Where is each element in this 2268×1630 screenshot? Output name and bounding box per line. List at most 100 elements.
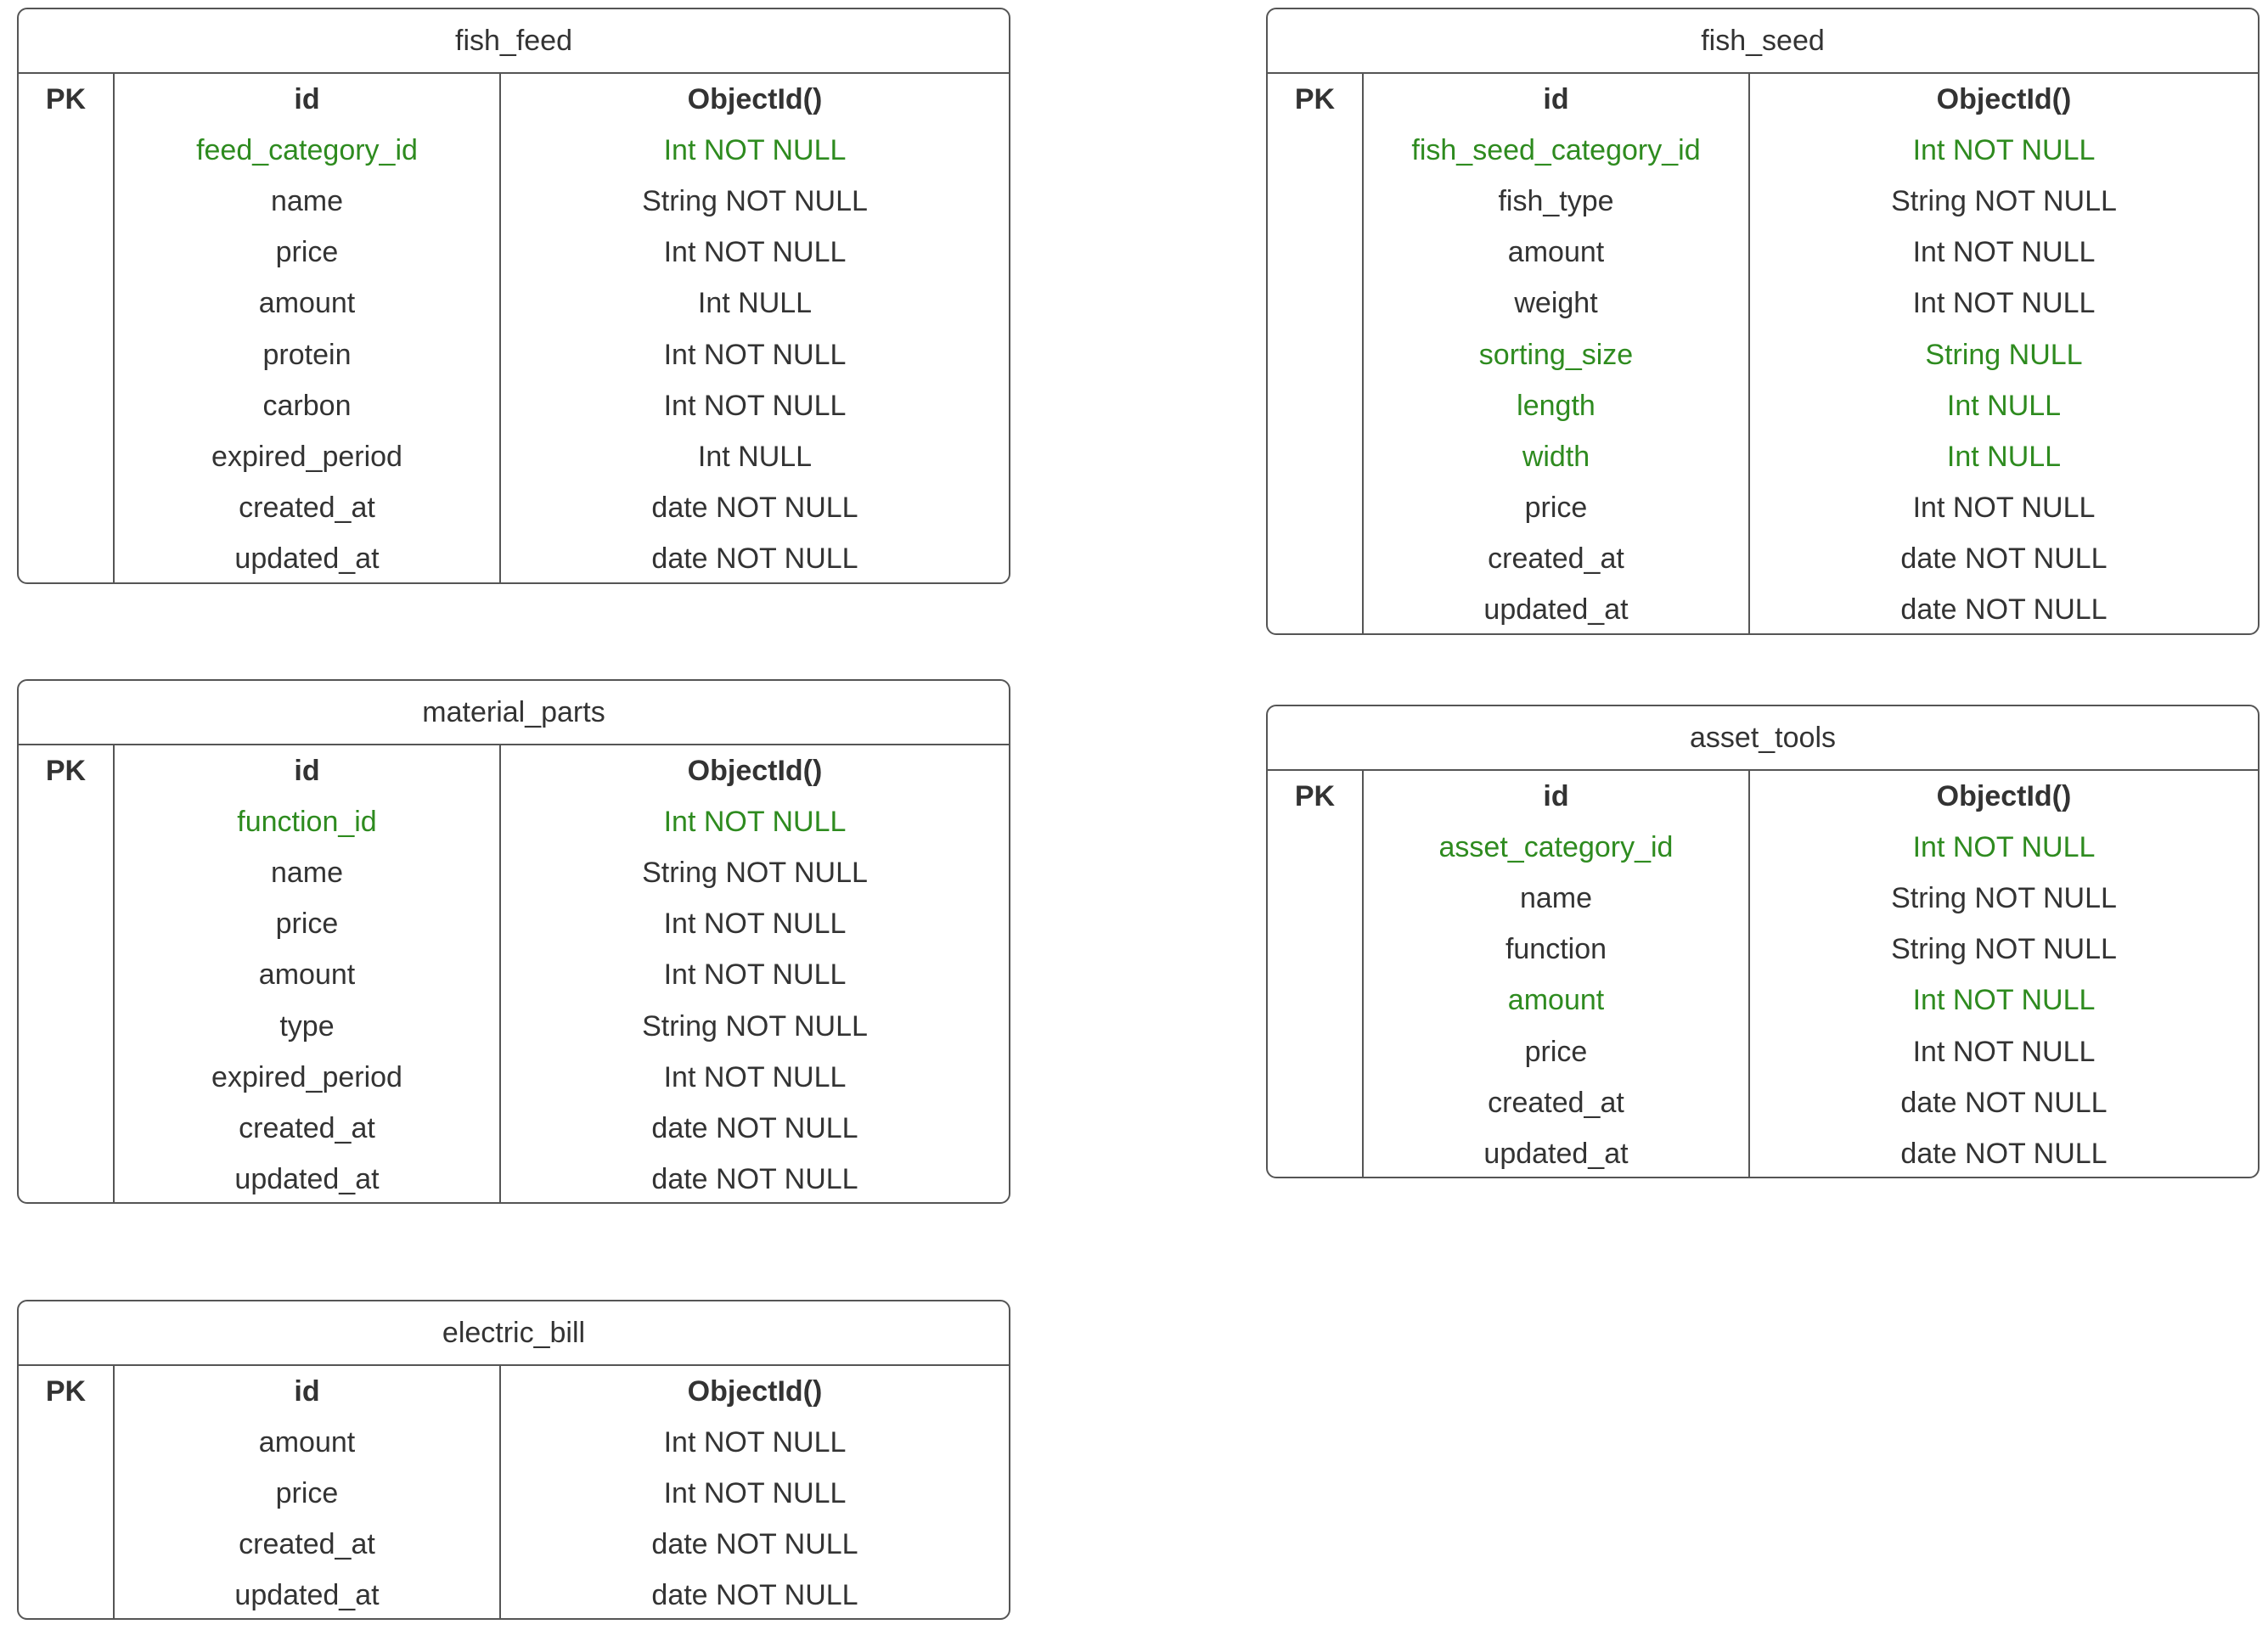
- field-type: ObjectId(): [687, 754, 823, 787]
- field-type: Int NOT NULL: [1912, 1035, 2096, 1068]
- field-name: amount: [1507, 984, 1605, 1017]
- field-name: updated_at: [234, 1579, 380, 1612]
- pk-empty-cell: [1268, 380, 1362, 431]
- field-name-column: id feed_category_id name price amount protein…: [115, 74, 501, 582]
- field-type: Int NOT NULL: [663, 908, 847, 941]
- field-name: updated_at: [234, 542, 380, 576]
- pk-empty-cell: [19, 1468, 113, 1519]
- field-type-column: ObjectId() Int NOT NULL Int NOT NULL date N…: [501, 1366, 1009, 1618]
- field-name: feed_category_id: [196, 133, 418, 166]
- pk-empty-cell: [1268, 873, 1362, 924]
- pk-empty-cell: [1268, 431, 1362, 482]
- pk-empty-cell: [1268, 585, 1362, 633]
- field-type: String NOT NULL: [1891, 881, 2117, 914]
- pk-empty-cell: [1268, 822, 1362, 873]
- pk-column: PK: [19, 745, 115, 1203]
- field-name: updated_at: [1483, 593, 1629, 627]
- pk-column: PK: [1268, 74, 1364, 633]
- pk-empty-cell: [1268, 125, 1362, 176]
- field-type: String NULL: [1925, 338, 2083, 371]
- entity-electric-bill[interactable]: electric_bill PK id amount price created_at…: [17, 1300, 1010, 1620]
- field-type: Int NOT NULL: [663, 236, 847, 269]
- pk-empty-cell: [19, 228, 113, 278]
- field-name: length: [1517, 389, 1595, 422]
- entity-title: fish_seed: [1268, 9, 2258, 74]
- pk-empty-cell: [19, 899, 113, 950]
- field-name: created_at: [239, 492, 375, 525]
- field-name: amount: [258, 1425, 356, 1459]
- field-name: expired_period: [211, 1060, 402, 1093]
- field-name: price: [275, 908, 339, 941]
- field-name: carbon: [262, 389, 352, 422]
- pk-column: PK: [19, 1366, 115, 1618]
- entity-asset-tools[interactable]: asset_tools PK id asset_category_id name fu…: [1266, 705, 2260, 1178]
- field-name: amount: [258, 958, 356, 992]
- field-type: Int NOT NULL: [1912, 492, 2096, 525]
- field-name: id: [294, 82, 320, 115]
- field-name: updated_at: [1483, 1137, 1629, 1170]
- pk-empty-cell: [1268, 925, 1362, 975]
- entity-fish-seed[interactable]: fish_seed PK id fish_seed_category_id fish…: [1266, 8, 2260, 635]
- pk-empty-cell: [1268, 176, 1362, 227]
- field-name: sorting_size: [1478, 338, 1634, 371]
- field-type: Int NOT NULL: [663, 958, 847, 992]
- field-type: date NOT NULL: [651, 1528, 858, 1561]
- entity-title: fish_feed: [19, 9, 1009, 74]
- field-type: Int NOT NULL: [663, 1476, 847, 1509]
- entity-material-parts[interactable]: material_parts PK id function_id name price…: [17, 679, 1010, 1204]
- field-type: Int NOT NULL: [663, 338, 847, 371]
- field-name: protein: [262, 338, 352, 371]
- field-type: date NOT NULL: [1900, 593, 2108, 627]
- pk-empty-cell: [19, 950, 113, 1001]
- pk-empty-cell: [19, 847, 113, 898]
- field-name-column: id function_id name price amount type expired_…: [115, 745, 501, 1202]
- field-name: type: [279, 1009, 335, 1043]
- pk-empty-cell: [1268, 975, 1362, 1026]
- field-type: Int NOT NULL: [663, 133, 847, 166]
- field-type: ObjectId(): [1936, 82, 2072, 115]
- field-type: Int NOT NULL: [1912, 830, 2096, 863]
- field-type: date NOT NULL: [1900, 1137, 2108, 1170]
- pk-empty-cell: [19, 1520, 113, 1571]
- field-name: amount: [258, 287, 356, 320]
- entity-fish-feed[interactable]: fish_feed PK id feed_category_id name price…: [17, 8, 1010, 584]
- pk-empty-cell: [19, 125, 113, 176]
- field-type: Int NOT NULL: [1912, 984, 2096, 1017]
- entity-title: material_parts: [19, 681, 1009, 745]
- field-type: Int NOT NULL: [1912, 236, 2096, 269]
- field-type: Int NULL: [697, 287, 813, 320]
- field-name: expired_period: [211, 440, 402, 473]
- pk-empty-cell: [19, 1155, 113, 1203]
- field-type: date NOT NULL: [651, 492, 858, 525]
- field-name: asset_category_id: [1438, 830, 1674, 863]
- field-type: ObjectId(): [1936, 779, 2072, 812]
- pk-empty-cell: [1268, 1026, 1362, 1077]
- pk-empty-cell: [19, 431, 113, 482]
- pk-empty-cell: [1268, 228, 1362, 278]
- pk-empty-cell: [19, 380, 113, 431]
- field-type: Int NOT NULL: [663, 1060, 847, 1093]
- pk-empty-cell: [1268, 1128, 1362, 1177]
- pk-empty-cell: [19, 176, 113, 227]
- pk-label: PK: [45, 82, 87, 115]
- field-type-column: ObjectId() Int NOT NULL String NOT NULL Int…: [501, 745, 1009, 1202]
- pk-empty-cell: [1268, 483, 1362, 534]
- field-name: price: [1524, 492, 1588, 525]
- field-type-column: ObjectId() Int NOT NULL String NOT NULL Int…: [1750, 74, 2258, 633]
- pk-label: PK: [1294, 779, 1336, 812]
- field-name: price: [275, 1476, 339, 1509]
- field-type: date NOT NULL: [651, 1111, 858, 1144]
- field-type: String NOT NULL: [642, 1009, 868, 1043]
- field-type: Int NOT NULL: [1912, 133, 2096, 166]
- field-type: date NOT NULL: [1900, 1086, 2108, 1119]
- field-type: date NOT NULL: [651, 1163, 858, 1196]
- field-name: id: [294, 1374, 320, 1408]
- field-name: created_at: [1488, 542, 1624, 576]
- field-name: id: [294, 754, 320, 787]
- pk-empty-cell: [19, 1417, 113, 1468]
- field-name: price: [275, 236, 339, 269]
- pk-empty-cell: [19, 1001, 113, 1052]
- pk-empty-cell: [19, 278, 113, 329]
- pk-empty-cell: [19, 1052, 113, 1103]
- field-name-column: id asset_category_id name function amount pri…: [1364, 771, 1750, 1177]
